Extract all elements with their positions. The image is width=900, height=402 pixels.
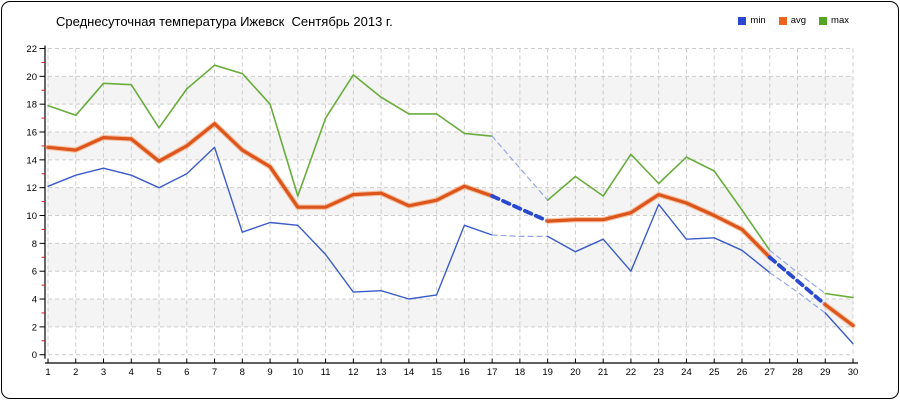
x-tick-label: 25 xyxy=(709,367,720,378)
x-tick-label: 30 xyxy=(848,367,859,378)
series-min-line xyxy=(47,146,854,345)
x-tick-label: 14 xyxy=(404,367,415,378)
x-tick-label: 15 xyxy=(431,367,442,378)
x-tick-label: 29 xyxy=(820,367,831,378)
avg-series-swatch-icon xyxy=(778,16,787,25)
x-tick-label: 13 xyxy=(376,367,387,378)
x-tick-label: 11 xyxy=(321,367,331,378)
legend-item-max: max xyxy=(819,15,849,26)
x-tick-label: 16 xyxy=(459,367,470,378)
y-tick-label: 4 xyxy=(32,295,37,306)
series-min-forecast-segment xyxy=(491,234,549,237)
min-series-swatch-icon xyxy=(738,16,747,25)
x-tick-label: 6 xyxy=(184,367,189,378)
y-tick-label: 12 xyxy=(26,183,37,194)
x-tick-label: 1 xyxy=(45,367,50,378)
gridlines xyxy=(47,48,854,356)
y-tick-label: 6 xyxy=(32,267,37,278)
y-axis: 0 2 4 6 8 10 12 14 16 18 20 22 xyxy=(26,44,46,361)
y-tick-label: 22 xyxy=(26,44,37,55)
series-max-forecast-segment xyxy=(769,249,826,295)
x-tick-label: 27 xyxy=(764,367,775,378)
x-tick-label: 12 xyxy=(348,367,359,378)
x-tick-label: 17 xyxy=(487,367,498,378)
legend-label-max: max xyxy=(831,15,849,26)
y-tick-label: 18 xyxy=(26,100,37,111)
legend-label-avg: avg xyxy=(790,15,807,26)
x-tick-label: 3 xyxy=(101,367,106,378)
y-tick-label: 8 xyxy=(32,239,37,250)
x-tick-label: 5 xyxy=(156,367,161,378)
x-tick-label: 7 xyxy=(212,367,217,378)
x-tick-label: 23 xyxy=(653,367,664,378)
x-tick-label: 10 xyxy=(293,367,304,378)
plot-bands xyxy=(48,76,853,327)
x-tick-label: 9 xyxy=(267,367,272,378)
x-tick-label: 22 xyxy=(626,367,637,378)
y-tick-label: 14 xyxy=(26,155,37,166)
y-tick-label: 2 xyxy=(32,322,37,333)
x-axis: 1 2 3 4 5 6 7 8 9 10 11 12 13 14 15 16 17 18 19 20 21 22 23 24 2… xyxy=(45,358,859,378)
legend-item-min: min xyxy=(738,15,766,26)
series-max-forecast-segment xyxy=(491,135,549,201)
y-tick-label: 16 xyxy=(26,128,37,139)
y-tick-label: 0 xyxy=(32,350,37,361)
x-tick-label: 20 xyxy=(570,367,581,378)
series-max-line xyxy=(47,64,854,299)
x-tick-label: 28 xyxy=(792,367,803,378)
page-title: Среднесуточная температура Ижевск Сентяб… xyxy=(56,14,393,29)
y-tick-label: 20 xyxy=(26,72,37,83)
x-tick-label: 21 xyxy=(598,367,609,378)
x-tick-label: 4 xyxy=(129,367,134,378)
y-tick-label: 10 xyxy=(26,211,37,222)
series-avg-forecast-segment xyxy=(490,194,550,224)
legend-label-min: min xyxy=(750,15,766,26)
series-min-forecast-segment xyxy=(769,272,826,314)
x-tick-label: 26 xyxy=(737,367,748,378)
x-tick-label: 24 xyxy=(681,367,692,378)
legend: min avg max xyxy=(738,15,849,26)
x-tick-label: 8 xyxy=(240,367,245,378)
legend-item-avg: avg xyxy=(778,15,807,26)
x-tick-label: 18 xyxy=(515,367,526,378)
max-series-swatch-icon xyxy=(819,16,828,25)
series-avg-forecast-segment xyxy=(767,255,828,307)
x-tick-label: 2 xyxy=(73,367,78,378)
series-avg-line xyxy=(45,120,856,329)
x-tick-label: 19 xyxy=(542,367,553,378)
